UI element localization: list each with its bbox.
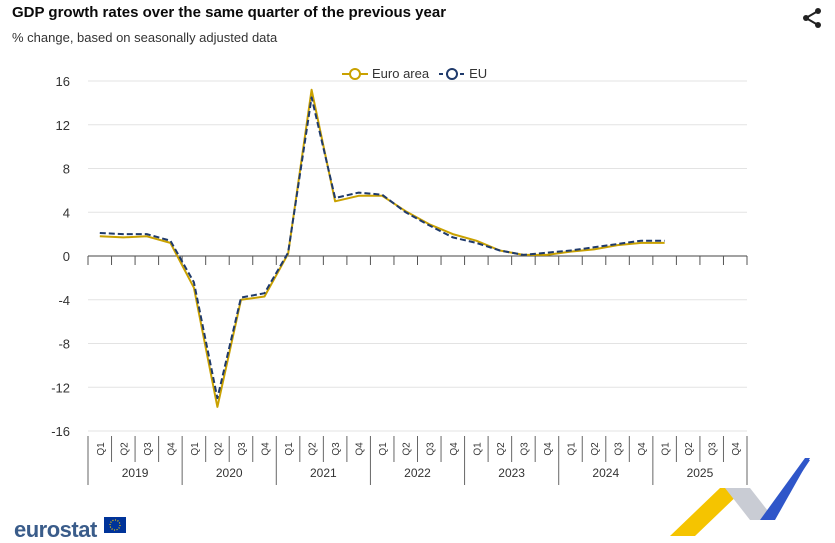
eurostat-logo: eurostat xyxy=(14,517,127,543)
x-tick-label-year: 2021 xyxy=(310,466,337,480)
y-tick-label: 0 xyxy=(63,249,70,264)
legend-item-euro-area[interactable]: Euro area xyxy=(342,66,429,81)
legend-item-eu[interactable]: EU xyxy=(439,66,487,81)
y-tick-label: 12 xyxy=(56,118,70,133)
euro-area-legend-marker xyxy=(342,67,368,80)
x-tick-label-quarter: Q2 xyxy=(684,442,695,456)
x-tick-label-year: 2024 xyxy=(592,466,619,480)
x-tick-label-quarter: Q4 xyxy=(166,442,177,456)
y-tick-label: 16 xyxy=(56,74,70,89)
x-tick-label-quarter: Q1 xyxy=(96,442,107,456)
chart-title: GDP growth rates over the same quarter o… xyxy=(12,4,447,21)
x-tick-label-year: 2023 xyxy=(498,466,525,480)
x-tick-label-quarter: Q3 xyxy=(237,442,248,456)
x-tick-label-quarter: Q2 xyxy=(402,442,413,456)
y-tick-label: 4 xyxy=(63,205,70,220)
x-tick-label-quarter: Q1 xyxy=(190,442,201,456)
x-tick-label-quarter: Q1 xyxy=(378,442,389,456)
x-tick-label-quarter: Q3 xyxy=(708,442,719,456)
eu-flag-icon xyxy=(104,517,127,533)
x-tick-label-quarter: Q1 xyxy=(472,442,483,456)
series-line-eu xyxy=(99,96,665,400)
x-tick-label-quarter: Q4 xyxy=(261,442,272,456)
x-tick-label-quarter: Q3 xyxy=(143,442,154,456)
x-tick-label-quarter: Q2 xyxy=(308,442,319,456)
x-tick-label-quarter: Q4 xyxy=(543,442,554,456)
eurostat-decoration xyxy=(670,458,810,536)
x-tick-label-year: 2019 xyxy=(122,466,149,480)
x-tick-label-quarter: Q4 xyxy=(637,442,648,456)
eu-legend-marker xyxy=(439,67,466,80)
x-tick-label-quarter: Q3 xyxy=(614,442,625,456)
logo-text: eurostat xyxy=(14,517,97,542)
y-tick-label: -8 xyxy=(58,337,70,352)
x-tick-label-quarter: Q4 xyxy=(731,442,742,456)
legend-label-euro-area: Euro area xyxy=(372,66,430,81)
x-tick-label-quarter: Q3 xyxy=(425,442,436,456)
legend-label-eu: EU xyxy=(469,66,488,81)
x-tick-label-quarter: Q4 xyxy=(355,442,366,456)
y-tick-label: -12 xyxy=(51,380,70,395)
chart-subtitle: % change, based on seasonally adjusted d… xyxy=(12,30,278,45)
share-icon[interactable] xyxy=(800,6,824,30)
x-tick-label-quarter: Q2 xyxy=(590,442,601,456)
x-tick-label-year: 2025 xyxy=(687,466,714,480)
x-tick-label-quarter: Q1 xyxy=(566,442,577,456)
x-tick-label-year: 2022 xyxy=(404,466,431,480)
x-tick-label-quarter: Q2 xyxy=(119,442,130,456)
x-tick-label-quarter: Q2 xyxy=(213,442,224,456)
x-tick-label-quarter: Q3 xyxy=(331,442,342,456)
legend: Euro area EU xyxy=(342,66,487,81)
x-tick-label-quarter: Q3 xyxy=(519,442,530,456)
y-tick-label: -4 xyxy=(58,293,70,308)
x-tick-label-year: 2020 xyxy=(216,466,243,480)
y-tick-label: -16 xyxy=(51,424,70,439)
x-tick-label-quarter: Q2 xyxy=(496,442,507,456)
x-tick-label-quarter: Q1 xyxy=(661,442,672,456)
x-tick-label-quarter: Q1 xyxy=(284,442,295,456)
x-tick-label-quarter: Q4 xyxy=(449,442,460,456)
y-tick-label: 8 xyxy=(63,162,70,177)
